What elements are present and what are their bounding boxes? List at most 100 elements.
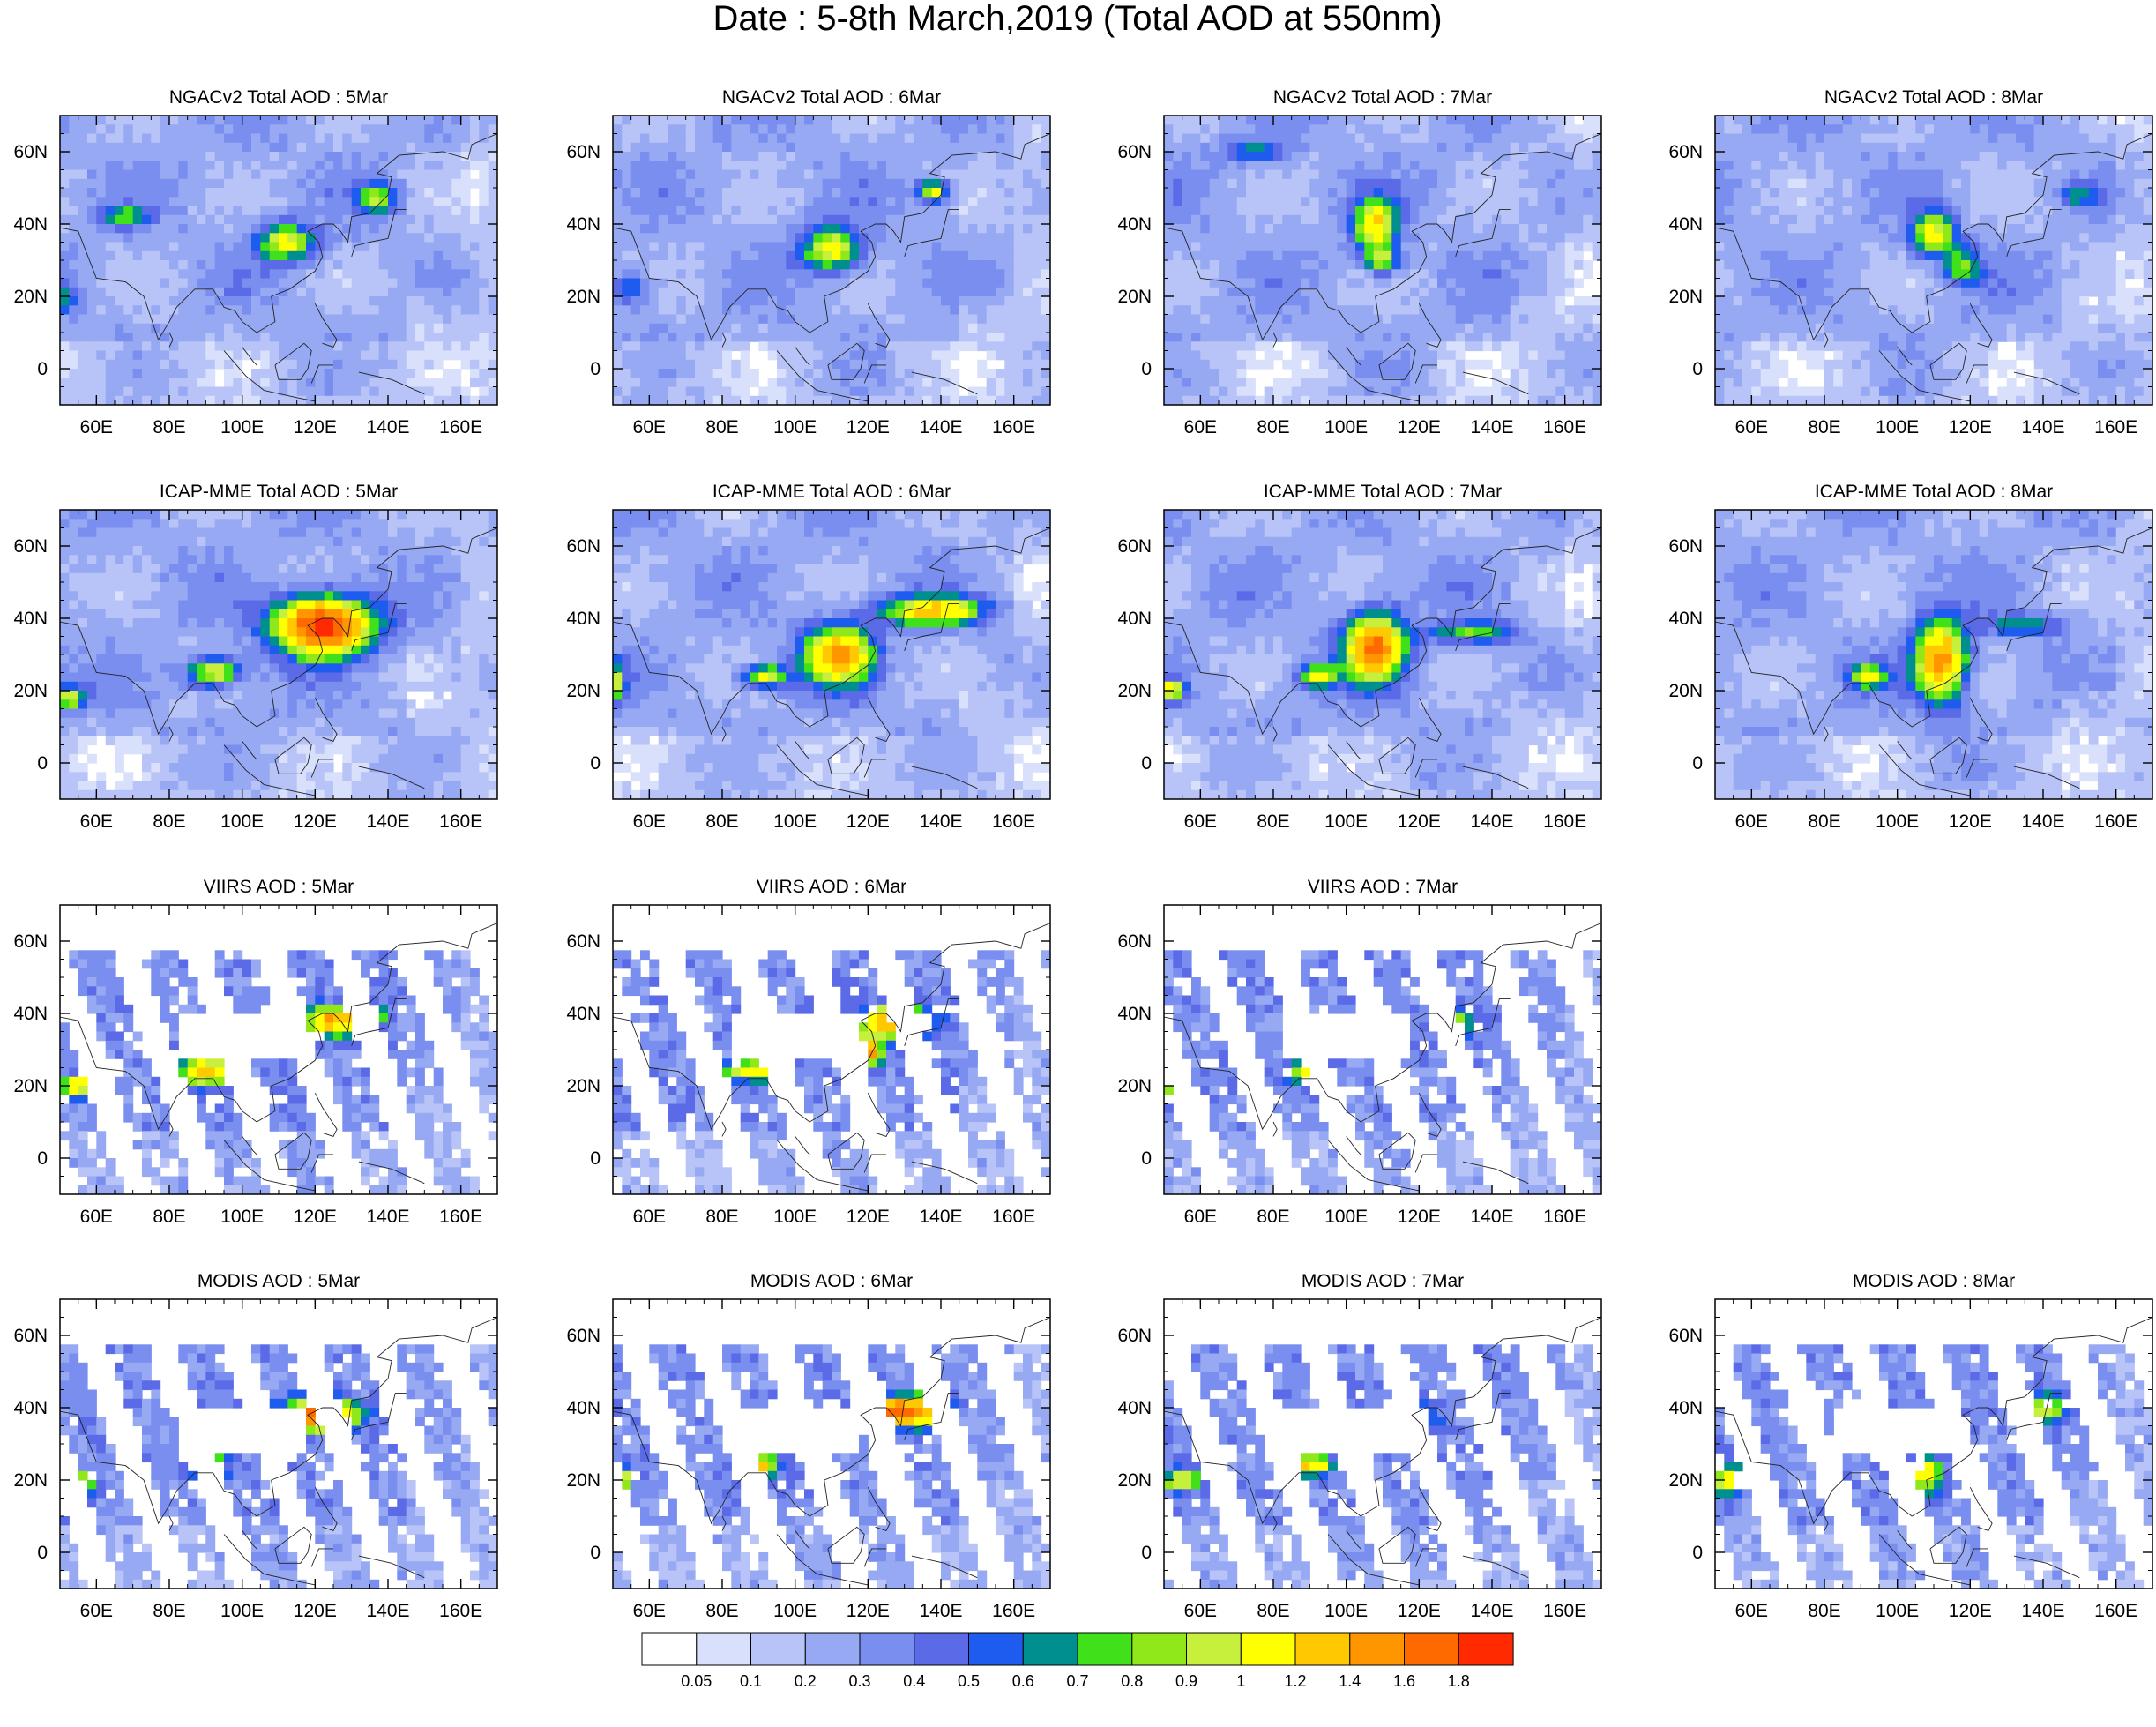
aod-cell [96, 395, 107, 405]
aod-cell [60, 378, 70, 388]
aod-cell [406, 386, 416, 397]
aod-cell [877, 242, 887, 252]
aod-cell [695, 152, 705, 161]
aod-cell [1200, 333, 1211, 342]
aod-cell [397, 142, 407, 153]
aod-cell [931, 333, 942, 342]
aod-cell [1510, 269, 1520, 280]
aod-cell [296, 161, 307, 171]
aod-cell [1364, 124, 1375, 135]
aod-cell [1501, 287, 1511, 297]
aod-cell [1428, 378, 1438, 388]
aod-cell [1574, 224, 1584, 234]
aod-cell [668, 116, 677, 125]
aod-cell [1419, 269, 1429, 280]
aod-cell [959, 260, 969, 270]
aod-cell [740, 305, 750, 316]
aod-cell [424, 260, 435, 270]
aod-cell [767, 116, 778, 125]
aod-cell [1473, 395, 1484, 405]
aod-cell [123, 142, 134, 153]
aod-cell [1236, 161, 1247, 171]
aod-cell [649, 395, 660, 405]
aod-cell [804, 124, 814, 135]
aod-cell [986, 188, 996, 198]
aod-cell [977, 161, 988, 171]
aod-cell [78, 323, 88, 333]
aod-cell [361, 124, 370, 135]
aod-cell [996, 224, 1005, 234]
aod-cell [1337, 188, 1347, 198]
aod-cell [731, 386, 742, 397]
x-tick-label: 100E [220, 417, 264, 437]
aod-cell [224, 395, 234, 405]
aod-cell [1273, 161, 1283, 171]
aod-cell [1282, 323, 1293, 333]
aod-cell [1219, 378, 1228, 388]
aod-cell [406, 214, 416, 225]
aod-cell [1227, 242, 1238, 252]
aod-cell [369, 369, 380, 378]
aod-cell [859, 287, 869, 297]
aod-cell [351, 278, 362, 288]
aod-cell [351, 242, 362, 252]
aod-cell [287, 359, 298, 370]
aod-cell [132, 142, 143, 153]
aod-cell [1446, 323, 1457, 333]
aod-cell [986, 206, 996, 216]
aod-cell [105, 214, 116, 225]
aod-cell [668, 386, 677, 397]
aod-cell [105, 269, 116, 280]
aod-cell [1004, 333, 1015, 342]
aod-cell [460, 214, 471, 225]
aod-cell [685, 124, 696, 135]
aod-cell [640, 161, 650, 171]
aod-cell [451, 350, 462, 361]
aod-cell [361, 314, 370, 325]
aod-cell [877, 124, 887, 135]
aod-cell [1501, 260, 1511, 270]
aod-cell [1309, 395, 1320, 405]
aod-cell [1227, 378, 1238, 388]
aod-cell [640, 116, 650, 125]
aod-cell [260, 287, 271, 297]
aod-cell [233, 161, 243, 171]
aod-cell [1519, 278, 1529, 288]
aod-cell [695, 269, 705, 280]
aod-cell [187, 269, 198, 280]
aod-cell [1209, 133, 1220, 144]
aod-cell [1391, 242, 1402, 252]
aod-cell [658, 233, 668, 243]
aod-cell [1041, 395, 1050, 405]
aod-cell [197, 124, 206, 135]
aod-cell [242, 296, 252, 306]
aod-cell [1555, 214, 1566, 225]
aod-cell [1219, 314, 1228, 325]
aod-cell [105, 242, 116, 252]
aod-cell [123, 197, 134, 207]
aod-cell [205, 269, 216, 280]
aod-cell [132, 296, 143, 306]
aod-cell [406, 206, 416, 216]
aod-cell [986, 386, 996, 397]
aod-cell [1264, 197, 1274, 207]
aod-cell [1437, 152, 1447, 161]
aod-cell [1970, 116, 1981, 125]
aod-cell [361, 305, 370, 316]
aod-cell [968, 188, 978, 198]
aod-cell [1301, 242, 1310, 252]
aod-cell [1519, 323, 1529, 333]
aod-cell [1264, 233, 1274, 243]
aod-cell [758, 169, 769, 180]
aod-cell [479, 133, 489, 144]
aod-cell [306, 378, 316, 388]
aod-cell [1173, 133, 1183, 144]
aod-cell [895, 314, 906, 325]
aod-cell [1355, 296, 1365, 306]
aod-cell [388, 224, 398, 234]
aod-cell [115, 350, 124, 361]
aod-cell [351, 341, 362, 352]
aod-cell [922, 287, 933, 297]
aod-cell [1492, 287, 1502, 297]
aod-cell [132, 169, 143, 180]
